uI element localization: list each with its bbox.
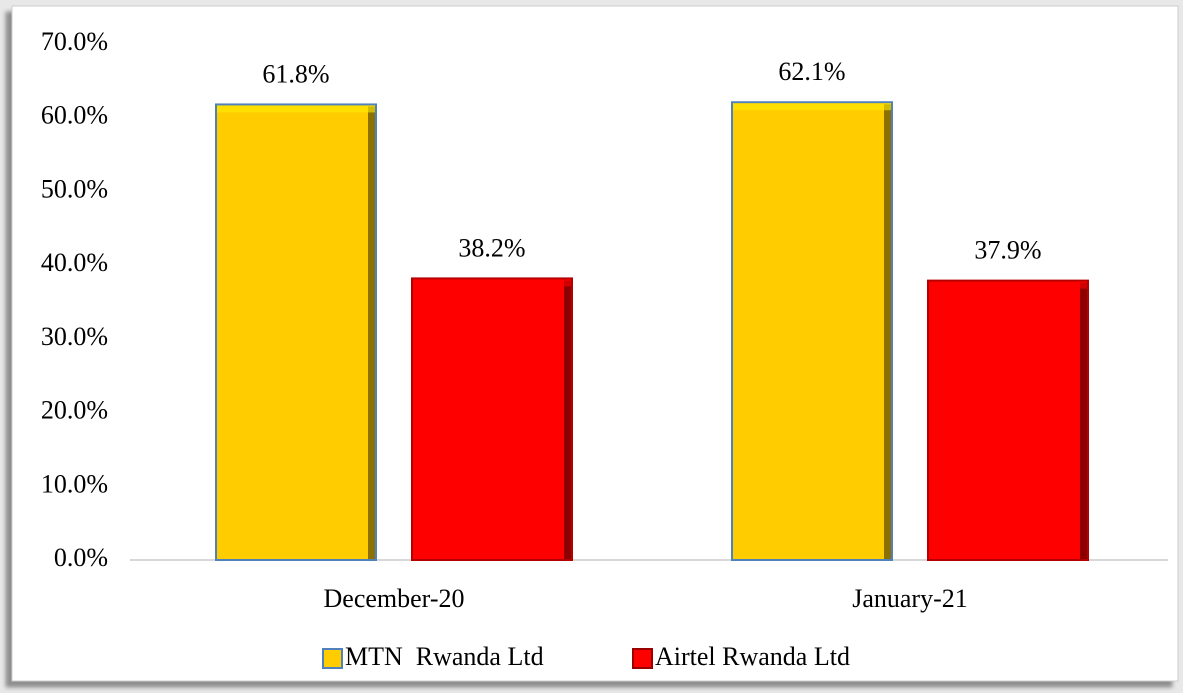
bar-bevel [929, 281, 1087, 289]
y-tick-label: 0.0% [54, 543, 108, 572]
bar-bevel [733, 103, 891, 111]
data-label: 62.1% [778, 57, 845, 86]
legend-swatch [322, 648, 343, 669]
bar [411, 277, 573, 561]
bar-bevel [884, 104, 891, 559]
bar [731, 101, 893, 561]
x-tick-label: January-21 [852, 584, 968, 613]
data-label: 38.2% [458, 233, 525, 262]
data-label: 61.8% [262, 59, 329, 88]
y-tick-label: 30.0% [41, 322, 108, 351]
bar [215, 103, 377, 562]
bar-bevel [368, 106, 375, 560]
bar-bevel [1080, 282, 1087, 559]
y-tick-label: 40.0% [41, 248, 108, 277]
legend-swatch [632, 648, 653, 669]
bar-bevel [217, 105, 375, 113]
bar [927, 279, 1089, 561]
bar-bevel [413, 279, 571, 287]
data-label: 37.9% [974, 236, 1041, 265]
bar-bevel [564, 280, 571, 559]
y-tick-label: 50.0% [41, 174, 108, 203]
y-tick-label: 20.0% [41, 396, 108, 425]
y-tick-label: 60.0% [41, 101, 108, 130]
legend-label: MTN Rwanda Ltd [345, 642, 544, 671]
y-tick-label: 10.0% [41, 469, 108, 498]
y-tick-label: 70.0% [41, 27, 108, 56]
x-tick-label: December-20 [324, 584, 465, 613]
legend-label: Airtel Rwanda Ltd [655, 642, 850, 671]
